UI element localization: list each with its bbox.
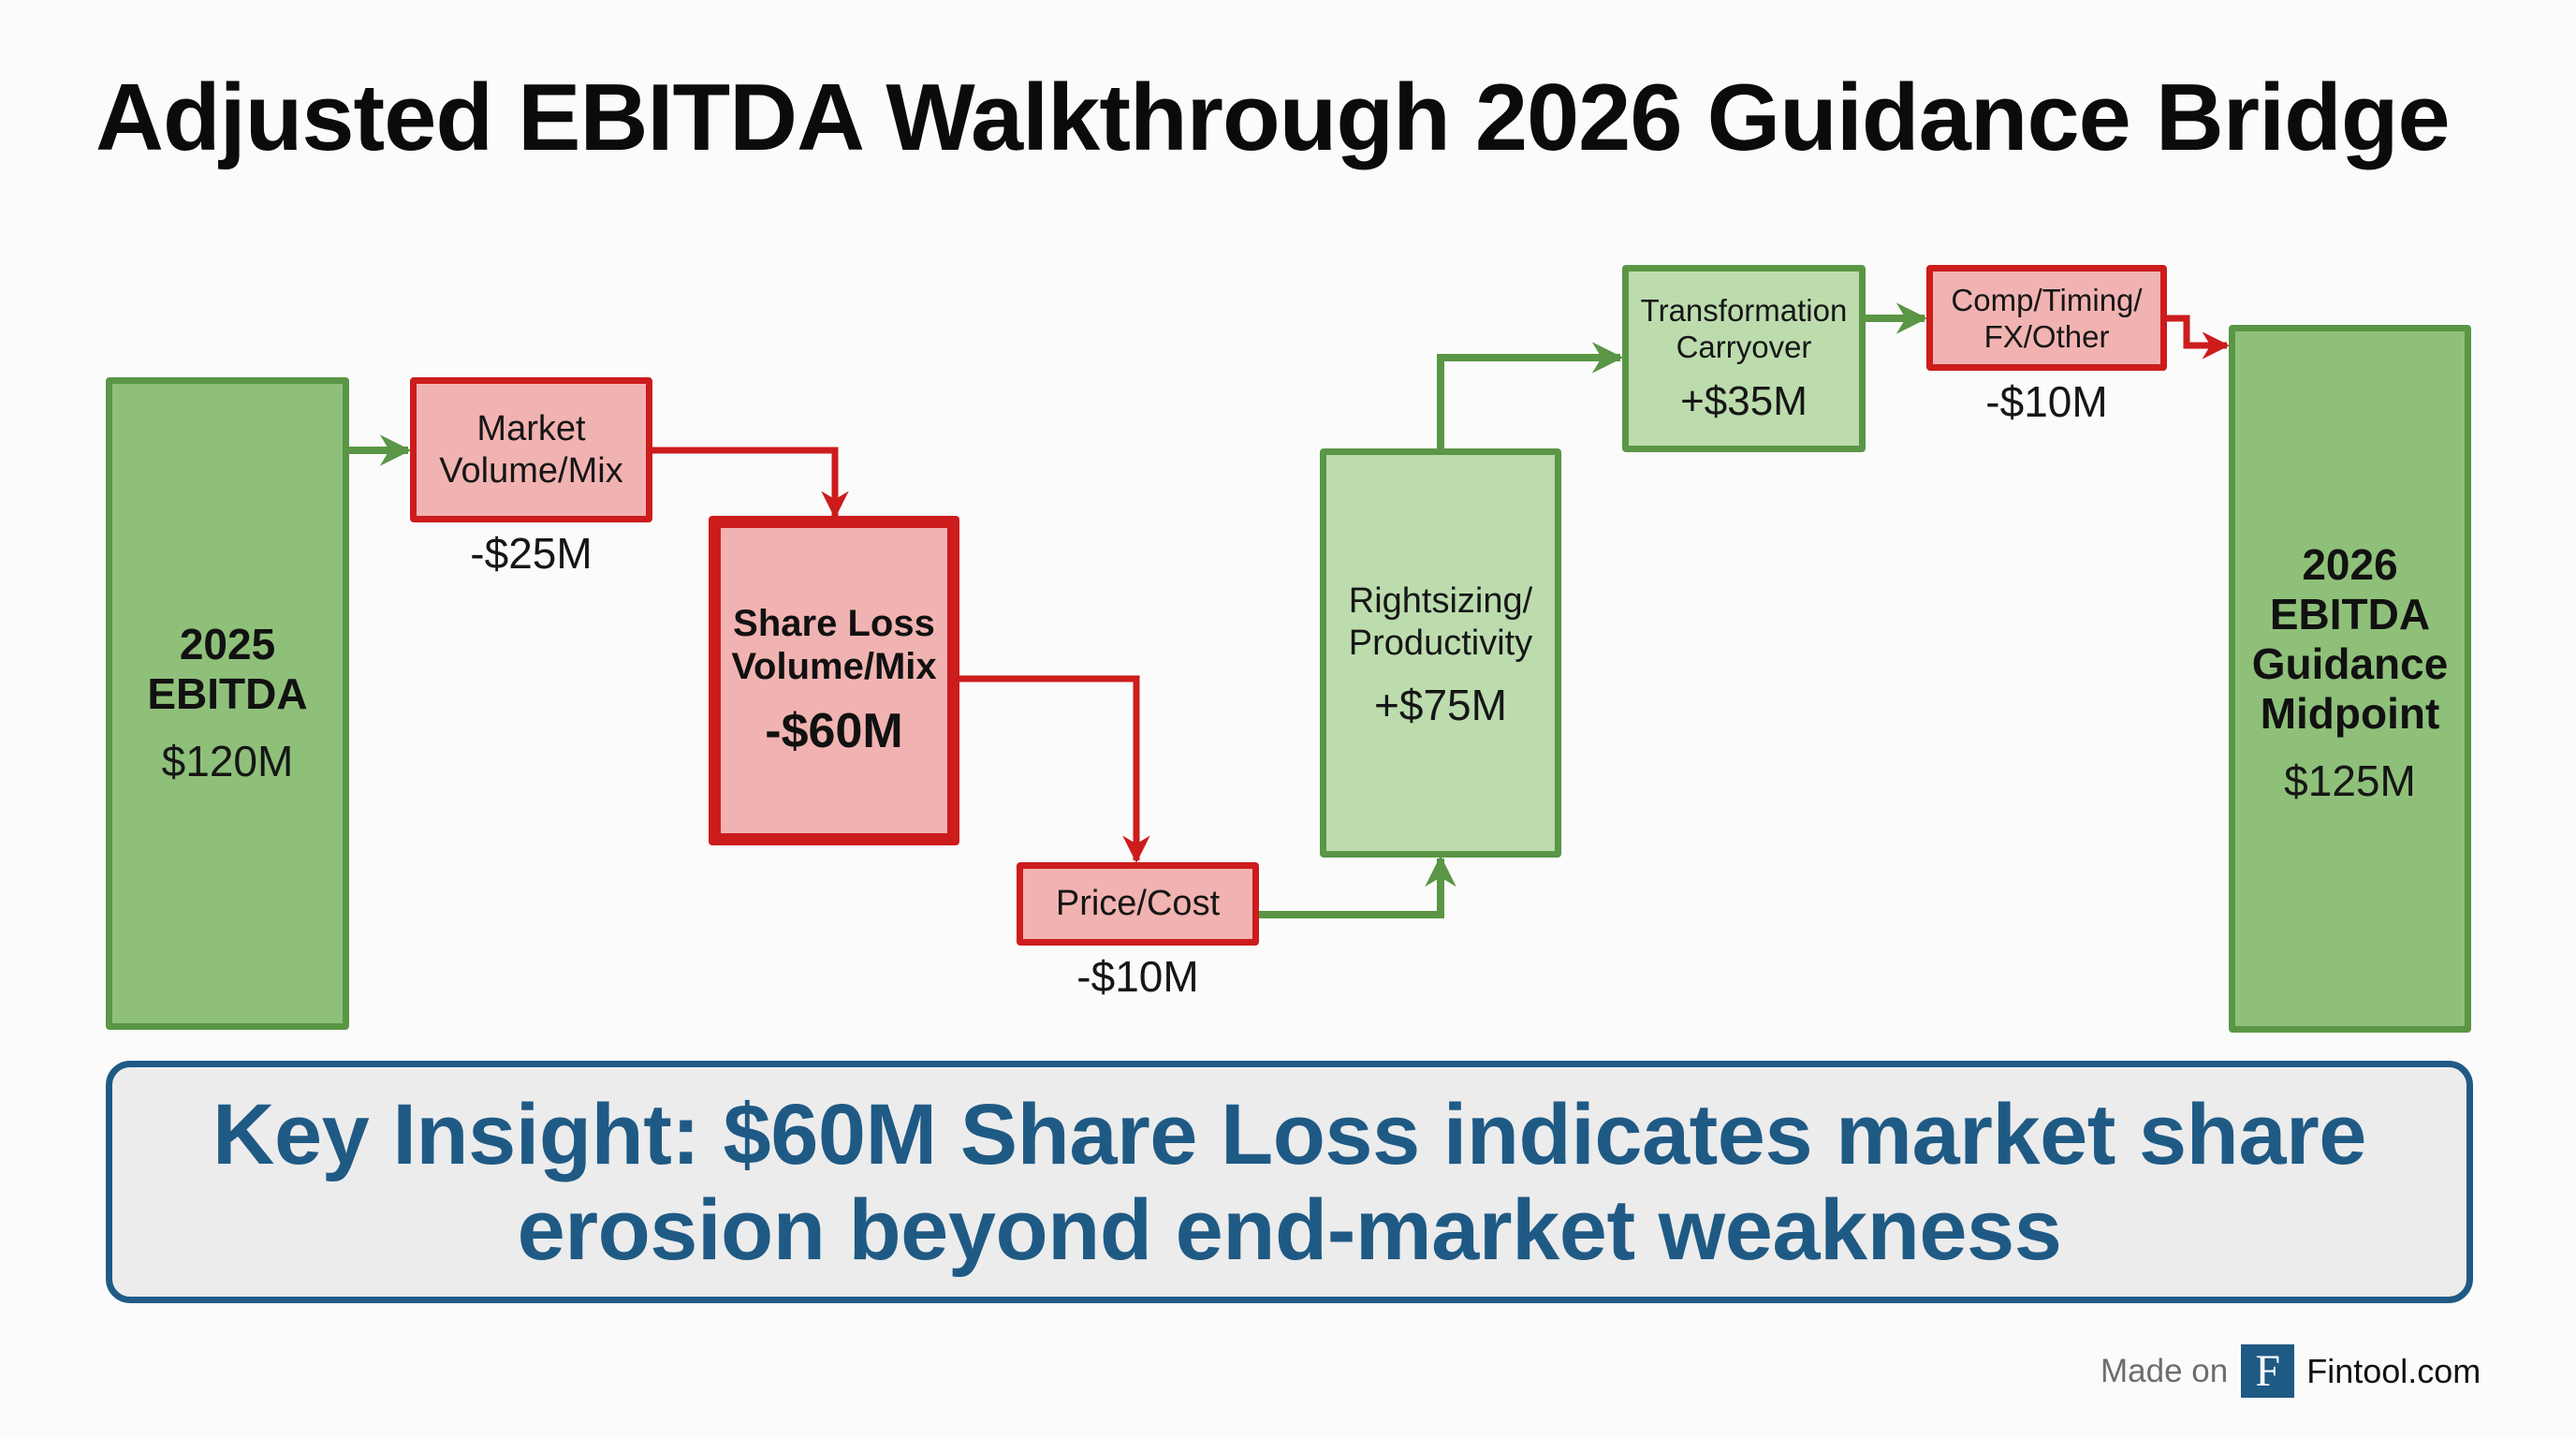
bar-label: EBITDA bbox=[2269, 590, 2431, 638]
arrow-market-to-share bbox=[652, 447, 849, 519]
bar-2025-ebitda: 2025 EBITDA $120M bbox=[106, 377, 349, 1030]
price-value: -$10M bbox=[1076, 952, 1199, 1001]
insight-line-2: erosion beyond end-market weakness bbox=[517, 1181, 2062, 1278]
bar-value: +$35M bbox=[1680, 378, 1808, 424]
key-insight-box: Key Insight: $60M Share Loss indicates m… bbox=[106, 1061, 2473, 1303]
bar-label: Guidance bbox=[2251, 639, 2449, 688]
bar-label: 2025 bbox=[179, 620, 276, 668]
insight-line-1: Key Insight: $60M Share Loss indicates m… bbox=[212, 1086, 2366, 1182]
bar-value: +$75M bbox=[1374, 681, 1507, 729]
bar-transformation-carryover: Transformation Carryover +$35M bbox=[1622, 265, 1866, 452]
made-on-label: Made on bbox=[2100, 1352, 2229, 1389]
footer-attribution[interactable]: Made on F Fintool.com bbox=[2100, 1344, 2481, 1398]
bar-label: Volume/Mix bbox=[731, 646, 937, 687]
bar-label: FX/Other bbox=[1983, 318, 2110, 354]
bar-label: Share Loss bbox=[733, 603, 935, 644]
market-value: -$25M bbox=[470, 529, 593, 578]
arrow-rightsizing-to-transformation bbox=[1437, 342, 1624, 448]
bar-2026-ebitda-guidance-midpoint: 2026 EBITDA Guidance Midpoint $125M bbox=[2229, 325, 2471, 1033]
bar-share-loss-volume-mix: Share Loss Volume/Mix -$60M bbox=[709, 516, 959, 845]
bar-comp-timing-fx-other: Comp/Timing/ FX/Other bbox=[1926, 265, 2167, 371]
bar-label: Comp/Timing/ bbox=[1951, 282, 2143, 317]
bar-label: Market bbox=[476, 408, 586, 448]
arrow-share-to-price bbox=[959, 675, 1150, 863]
bar-rightsizing-productivity: Rightsizing/ Productivity +$75M bbox=[1320, 448, 1561, 858]
bar-value: -$60M bbox=[765, 704, 903, 758]
bar-label: Transformation bbox=[1640, 293, 1848, 328]
bar-label: Midpoint bbox=[2260, 689, 2440, 738]
bar-label: 2026 bbox=[2302, 540, 2398, 589]
bar-price-cost: Price/Cost bbox=[1017, 862, 1259, 946]
bar-label: Carryover bbox=[1676, 330, 1812, 364]
arrow-price-to-rightsizing bbox=[1259, 855, 1456, 918]
bar-label: EBITDA bbox=[147, 669, 308, 718]
fintool-brand-link[interactable]: Fintool.com bbox=[2306, 1351, 2481, 1390]
bar-label: Volume/Mix bbox=[439, 450, 623, 491]
arrow-comp-to-end bbox=[2167, 315, 2230, 360]
chart-title: Adjusted EBITDA Walkthrough 2026 Guidanc… bbox=[95, 66, 2451, 170]
bar-value: $125M bbox=[2284, 756, 2416, 805]
bar-label: Rightsizing/ bbox=[1348, 581, 1533, 621]
bar-value: $120M bbox=[161, 737, 294, 785]
bar-market-volume-mix: Market Volume/Mix bbox=[410, 377, 652, 522]
bar-label: Price/Cost bbox=[1055, 884, 1221, 923]
comp-value: -$10M bbox=[1985, 377, 2108, 426]
fintool-logo-icon: F bbox=[2241, 1344, 2295, 1398]
bar-label: Productivity bbox=[1348, 624, 1533, 663]
